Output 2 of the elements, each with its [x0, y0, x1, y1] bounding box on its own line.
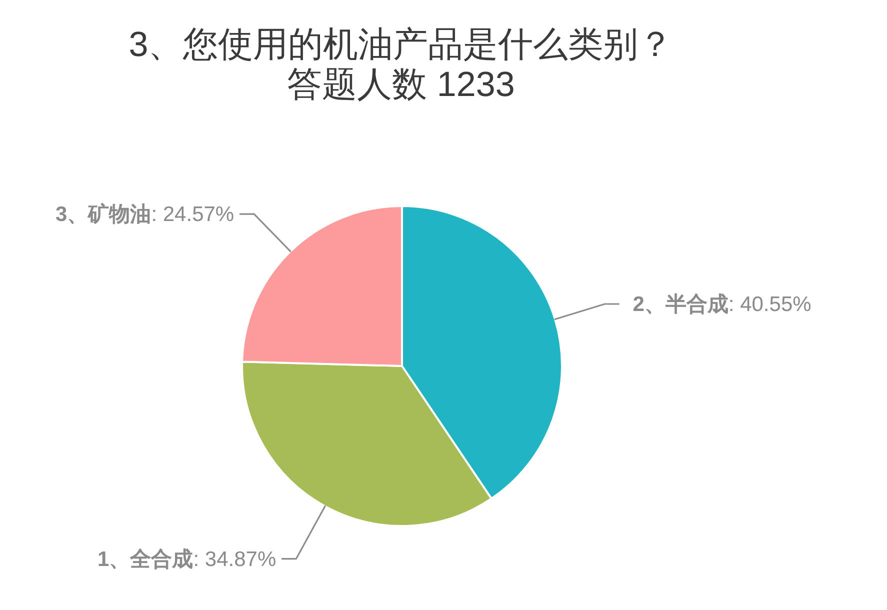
title: 3、您使用的机油产品是什么类别？: [128, 25, 674, 64]
subtitle: 答题人数 1233: [287, 65, 515, 104]
